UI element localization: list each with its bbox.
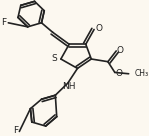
Text: F: F bbox=[13, 126, 18, 135]
Text: F: F bbox=[2, 18, 7, 27]
Text: NH: NH bbox=[62, 82, 76, 91]
Text: CH₃: CH₃ bbox=[134, 69, 148, 78]
Text: S: S bbox=[51, 54, 57, 63]
Text: O: O bbox=[117, 46, 124, 55]
Text: O: O bbox=[116, 69, 123, 78]
Text: O: O bbox=[95, 24, 102, 33]
